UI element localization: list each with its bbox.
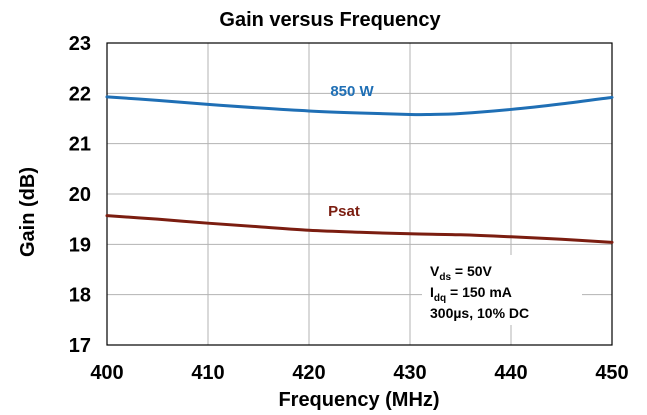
x-tick-label: 450	[595, 362, 628, 384]
chart-title: Gain versus Frequency	[219, 9, 441, 31]
note-vds-main: V	[430, 263, 440, 279]
y-axis-label: Gain (dB)	[17, 167, 39, 257]
note-line-idq: Idq = 150 mA	[430, 284, 512, 304]
note-idq-sub: dq	[434, 293, 446, 304]
series-line-850w	[105, 95, 614, 117]
series-label-850w: 850 W	[330, 83, 374, 100]
note-line-vds: Vds = 50V	[430, 263, 493, 283]
y-tick-label: 21	[69, 134, 91, 156]
y-tick-label: 17	[69, 335, 91, 357]
note-idq-value: = 150 mA	[446, 284, 512, 300]
y-tick-label: 23	[69, 33, 91, 55]
series-line-psat	[105, 214, 614, 244]
y-tick-label: 19	[69, 234, 91, 256]
note-vds-value: = 50V	[451, 263, 493, 279]
x-axis-label: Frequency (MHz)	[278, 389, 439, 411]
note-background	[422, 255, 582, 325]
y-tick-label: 22	[69, 83, 91, 105]
y-tick-label: 18	[69, 285, 91, 307]
x-tick-label: 410	[191, 362, 224, 384]
x-tick-label: 440	[494, 362, 527, 384]
x-tick-label: 430	[393, 362, 426, 384]
note-vds-sub: ds	[439, 272, 451, 283]
x-tick-label: 420	[292, 362, 325, 384]
x-tick-labels: 400 410 420 430 440 450	[90, 362, 628, 384]
series-label-psat: Psat	[328, 203, 360, 220]
y-tick-label: 20	[69, 184, 91, 206]
plot-frame	[106, 42, 613, 346]
note-idq-main: I	[430, 284, 434, 300]
note-line-pulse: 300µs, 10% DC	[430, 305, 529, 321]
x-tick-label: 400	[90, 362, 123, 384]
y-tick-labels: 17 18 19 20 21 22 23	[69, 33, 91, 357]
test-conditions-note: Vds = 50V Idq = 150 mA 300µs, 10% DC	[422, 255, 582, 325]
series-lines	[105, 95, 614, 244]
